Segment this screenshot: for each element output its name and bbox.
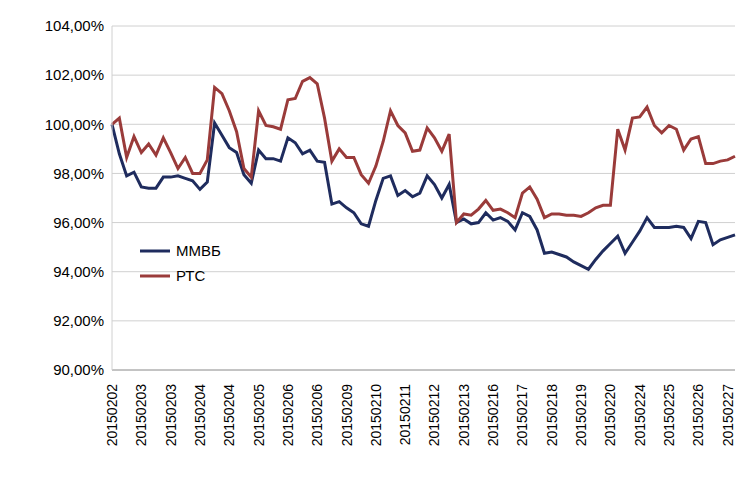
svg-text:98,00%: 98,00%: [53, 165, 104, 182]
svg-text:20150212: 20150212: [426, 384, 442, 447]
svg-text:20150210: 20150210: [368, 384, 384, 447]
svg-text:20150217: 20150217: [514, 384, 530, 447]
svg-text:92,00%: 92,00%: [53, 312, 104, 329]
svg-text:20150213: 20150213: [456, 384, 472, 447]
html-text:РТС: РТС: [176, 267, 206, 284]
svg-text:20150219: 20150219: [573, 384, 589, 447]
svg-text:20150225: 20150225: [661, 384, 677, 447]
svg-text:20150211: 20150211: [397, 384, 413, 445]
svg-text:20150206: 20150206: [280, 384, 296, 447]
svg-text:20150202: 20150202: [104, 384, 120, 447]
svg-text:20150224: 20150224: [632, 384, 648, 447]
svg-text:20150216: 20150216: [485, 384, 501, 447]
svg-text:96,00%: 96,00%: [53, 214, 104, 231]
svg-text:90,00%: 90,00%: [53, 361, 104, 378]
svg-text:20150220: 20150220: [602, 384, 618, 447]
svg-text:100,00%: 100,00%: [45, 116, 104, 133]
svg-text:104,00%: 104,00%: [45, 17, 104, 34]
html-text:ММВБ: ММВБ: [176, 242, 221, 259]
svg-text:20150218: 20150218: [544, 384, 560, 447]
svg-text:20150227: 20150227: [720, 384, 736, 447]
svg-text:20150209: 20150209: [339, 384, 355, 447]
svg-text:20150203: 20150203: [163, 384, 179, 447]
svg-text:20150204: 20150204: [221, 384, 237, 447]
svg-text:20150206: 20150206: [309, 384, 325, 447]
svg-text:94,00%: 94,00%: [53, 263, 104, 280]
svg-text:20150205: 20150205: [251, 384, 267, 447]
svg-text:20150203: 20150203: [133, 384, 149, 447]
svg-text:102,00%: 102,00%: [45, 66, 104, 83]
svg-text:20150226: 20150226: [690, 384, 706, 447]
svg-text:20150204: 20150204: [192, 384, 208, 447]
